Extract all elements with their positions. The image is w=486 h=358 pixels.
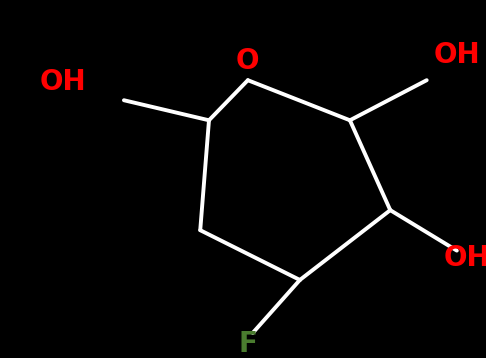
Text: O: O	[236, 47, 260, 75]
Text: OH: OH	[40, 68, 87, 96]
Text: OH: OH	[443, 244, 486, 272]
Text: OH: OH	[434, 42, 480, 69]
Text: F: F	[239, 330, 257, 358]
